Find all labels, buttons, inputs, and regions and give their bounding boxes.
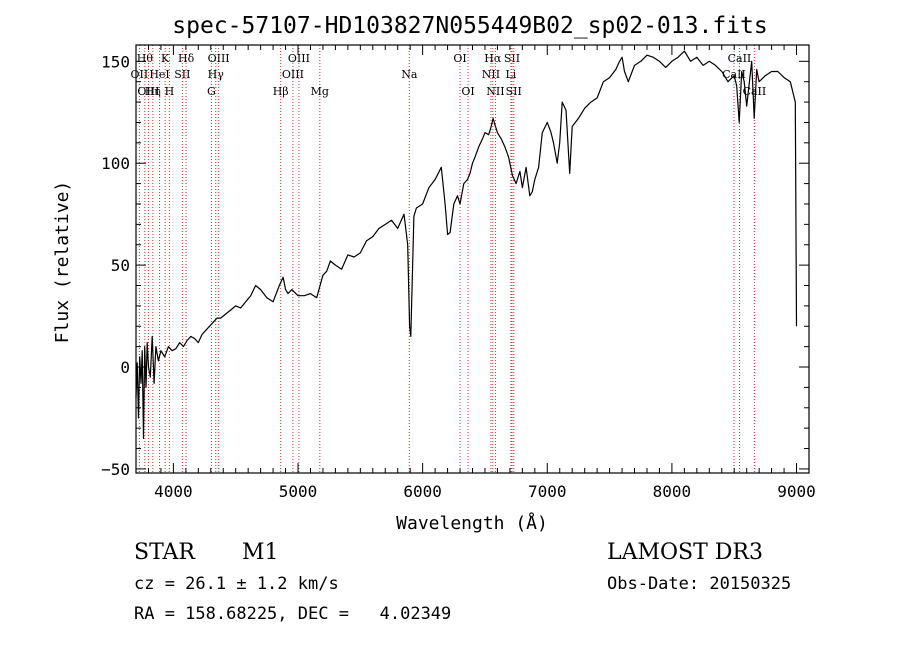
axes: 4000 5000 6000 7000 8000 9000 −50 0 50 100 150 (101, 44, 816, 501)
x-tick-label: 5000 (279, 482, 318, 501)
x-tick-label: 9000 (777, 482, 816, 501)
spectral-line-label: HeI (149, 68, 169, 81)
x-axis-label: Wavelength (Å) (396, 512, 548, 534)
spectral-line-label: Hδ (178, 52, 195, 65)
spectral-line-label: SII (506, 85, 522, 98)
spectral-line-label: Mg (311, 85, 329, 98)
x-tick-label: 4000 (154, 482, 193, 501)
object-subclass: M1 (242, 540, 279, 565)
spectral-line-label: Li (505, 68, 516, 81)
spectral-line-label: SII (174, 68, 190, 81)
obs-date: Obs-Date: 20150325 (607, 574, 792, 594)
spectral-line-label: OIII (288, 52, 310, 65)
spectral-line-label: SII (504, 52, 520, 65)
spectral-line-label: NII (482, 68, 500, 81)
spectral-lines: HθOIIOIIIHηHeIKHSIIHδGHγOIIIHβOIIIOIIIMg… (131, 45, 766, 473)
spectral-line-label: Hη (145, 85, 161, 98)
spectral-line-label: OII (131, 68, 149, 81)
spectral-line-label: CaII (722, 68, 746, 81)
spectral-line-label: Hβ (273, 85, 289, 98)
y-tick-label: 0 (120, 358, 130, 377)
object-class: STAR (134, 540, 195, 565)
y-tick-label: 150 (101, 52, 130, 71)
spectral-line-label: Na (401, 68, 418, 81)
y-tick-label: 50 (111, 256, 130, 275)
spectral-line-label: CaII (728, 52, 752, 65)
y-axis-label: Flux (relative) (52, 181, 73, 344)
spectral-line-label: OI (453, 52, 466, 65)
spectral-line-label: OIII (208, 52, 230, 65)
y-tick-label: −50 (101, 460, 130, 479)
spectral-line-label: Hα (484, 52, 502, 65)
chart-title: spec-57107-HD103827N055449B02_sp02-013.f… (172, 13, 767, 39)
spectral-line-label: OIII (282, 68, 304, 81)
x-tick-label: 7000 (528, 482, 567, 501)
spectral-line-label: OIII (137, 85, 159, 98)
spectral-line-label: K (161, 52, 170, 65)
y-tick-label: 100 (101, 154, 130, 173)
spectrum-line (135, 50, 798, 439)
redshift-info: cz = 26.1 ± 1.2 km/s (134, 574, 339, 594)
spectral-line-label: Hγ (208, 68, 225, 81)
spectral-line-label: OI (461, 85, 474, 98)
survey-name: LAMOST DR3 (607, 540, 763, 565)
spectrum-series (135, 50, 798, 439)
coordinates: RA = 158.68225, DEC = 4.02349 (134, 604, 452, 624)
spectral-line-label: H (165, 85, 175, 98)
x-tick-label: 8000 (653, 482, 692, 501)
plot-frame (135, 44, 810, 474)
x-tick-label: 6000 (403, 482, 442, 501)
spectral-line-label: NII (486, 85, 504, 98)
spectral-line-label: G (207, 85, 216, 98)
